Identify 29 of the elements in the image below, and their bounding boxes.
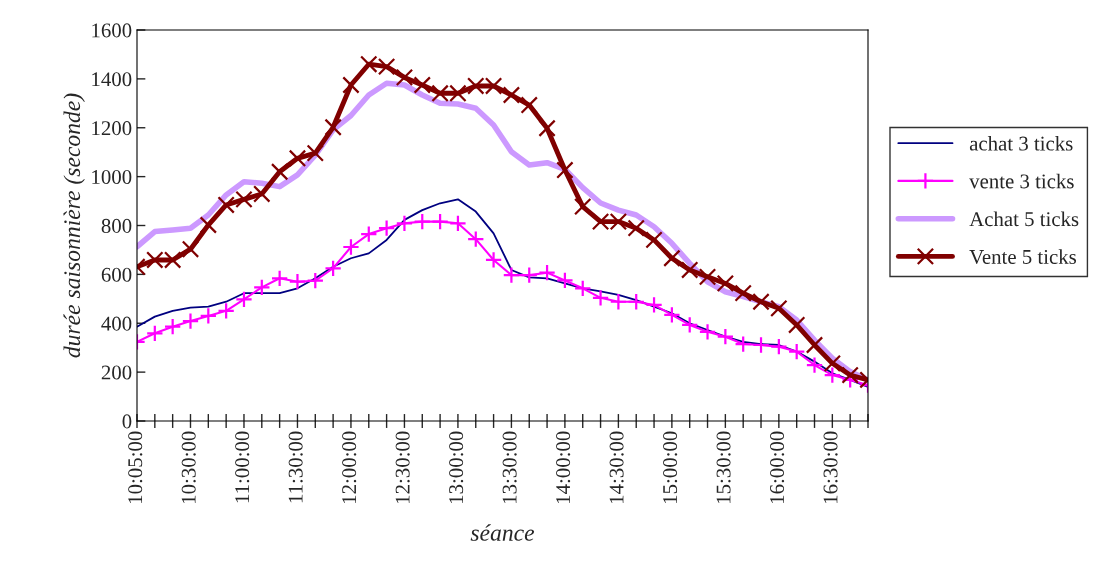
x-tick-label: 11:30:00 (288, 431, 303, 503)
x-tick-label: 13:30:00 (502, 431, 517, 503)
x-tick-label: 15:00:00 (663, 431, 678, 503)
legend-label: Achat 5 ticks (969, 211, 1079, 227)
x-tick-label: 14:00:00 (556, 431, 571, 503)
x-axis-title: séance (470, 524, 535, 541)
y-tick-label: 600 (101, 267, 132, 282)
y-tick-label: 800 (101, 218, 132, 233)
legend-label: vente 3 ticks (969, 173, 1074, 189)
y-tick-label: 0 (122, 414, 132, 429)
y-tick-label: 1400 (92, 72, 132, 87)
x-tick-label: 13:00:00 (449, 431, 464, 503)
x-tick-label: 12:30:00 (395, 431, 410, 503)
x-tick-label: 15:30:00 (716, 431, 731, 503)
y-tick-label: 1000 (92, 170, 132, 185)
x-tick-label: 14:30:00 (609, 431, 624, 503)
y-tick-label: 1600 (92, 23, 132, 38)
x-tick-label: 16:30:00 (823, 431, 838, 503)
x-tick-label: 12:00:00 (342, 431, 357, 503)
x-tick-label: 10:05:00 (128, 431, 143, 503)
x-tick-label: 16:00:00 (770, 431, 785, 503)
x-tick-label: 11:00:00 (235, 431, 250, 503)
legend-label: achat 3 ticks (969, 135, 1073, 151)
y-axis-title: durée saisonnière (seconde) (63, 93, 85, 358)
y-tick-label: 1200 (92, 121, 132, 136)
y-tick-label: 200 (101, 365, 132, 380)
y-tick-label: 400 (101, 316, 132, 331)
legend-label: Vente 5 ticks (969, 249, 1077, 265)
x-tick-label: 10:30:00 (181, 431, 196, 503)
